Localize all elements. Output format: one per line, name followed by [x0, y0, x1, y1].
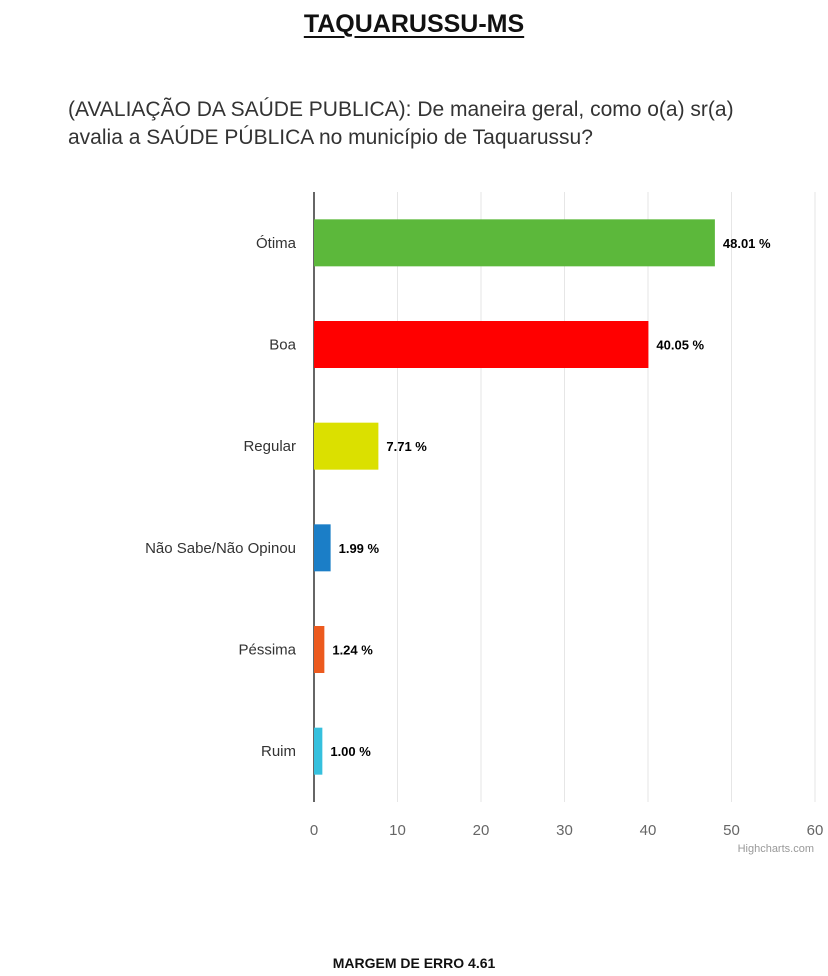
page-title: TAQUARUSSU-MS — [303, 10, 525, 38]
x-tick-label: 10 — [389, 822, 406, 839]
data-label: 7.71 % — [386, 439, 427, 454]
y-tick-label: Não Sabe/Não Opinou — [145, 540, 296, 557]
x-tick-label: 30 — [556, 822, 573, 839]
bar — [314, 422, 379, 470]
data-label: 1.99 % — [339, 541, 380, 556]
x-tick-label: 50 — [723, 822, 740, 839]
y-tick-label: Boa — [269, 337, 296, 354]
x-tick-label: 20 — [473, 822, 490, 839]
x-tick-label: 0 — [310, 822, 318, 839]
data-label: 40.05 % — [656, 338, 704, 353]
bar — [314, 321, 649, 368]
y-tick-label: Regular — [243, 438, 296, 455]
bar — [314, 524, 331, 572]
x-tick-label: 60 — [807, 822, 824, 839]
chart-title: (AVALIAÇÃO DA SAÚDE PUBLICA): De maneira… — [68, 98, 734, 149]
y-tick-label: Ótima — [256, 235, 297, 252]
data-label: 48.01 % — [723, 236, 771, 251]
bar — [314, 626, 325, 673]
x-tick-label: 40 — [640, 822, 657, 839]
y-tick-label: Péssima — [238, 642, 296, 659]
y-tick-label: Ruim — [261, 743, 296, 760]
data-label: 1.24 % — [332, 643, 373, 658]
bar — [314, 727, 323, 775]
data-label: 1.00 % — [330, 744, 371, 759]
highcharts-credit[interactable]: Highcharts.com — [737, 843, 814, 855]
bar — [314, 219, 715, 267]
margin-of-error: MARGEM DE ERRO 4.61 — [332, 955, 496, 971]
